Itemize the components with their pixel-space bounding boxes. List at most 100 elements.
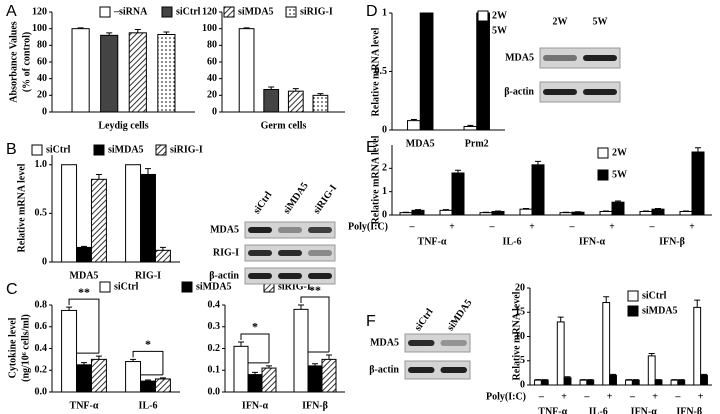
- y-tick-label: 0.4: [35, 343, 48, 354]
- blot-strip: [404, 333, 471, 353]
- blot-band: [440, 367, 467, 373]
- error-bar: [410, 118, 417, 121]
- legend-label: siMDA5: [196, 281, 232, 292]
- legend-label: 5W: [492, 25, 507, 36]
- significance-bracket: [300, 296, 330, 353]
- error-bar: [326, 354, 332, 360]
- blot-column-label: siMDA5: [445, 298, 474, 333]
- y-tick-label: 0.5: [35, 208, 48, 219]
- legend-swatch: [93, 144, 105, 156]
- y-tick-label: 80: [37, 40, 47, 51]
- x-tick-label: IL-6: [589, 406, 608, 414]
- x-subcategory-label: +: [561, 391, 567, 402]
- bar: [534, 379, 542, 386]
- blot-band: [308, 227, 332, 233]
- blot-band: [248, 273, 272, 279]
- legend-swatch: [477, 25, 489, 37]
- bar: [579, 379, 588, 386]
- error-bar: [130, 358, 137, 362]
- x-tick-label: IL-6: [503, 236, 522, 247]
- bar: [700, 374, 708, 386]
- y-tick-label: 0.3: [208, 321, 221, 332]
- bar: [647, 355, 656, 386]
- bar: [625, 379, 633, 386]
- error-bar: [523, 207, 529, 210]
- y-tick-label: 0.2: [35, 365, 48, 376]
- blot-band: [440, 340, 467, 346]
- blot-band: [248, 250, 272, 256]
- significance-bracket: [132, 350, 164, 376]
- legend-label: siCtrl: [114, 281, 139, 292]
- x-subcategory-label: +: [652, 391, 658, 402]
- y-tick-label: 0: [212, 106, 217, 117]
- error-bar: [77, 27, 84, 29]
- x-subcategory-label: –: [409, 221, 416, 232]
- bar: [693, 306, 702, 386]
- blot-column-label: siRIG-I: [311, 183, 339, 216]
- bar: [61, 164, 78, 263]
- error-bar: [145, 379, 151, 382]
- error-bar: [648, 352, 655, 356]
- x-subcategory-label: –: [489, 221, 496, 232]
- bar: [479, 212, 493, 216]
- bar: [691, 151, 705, 216]
- blot-row-label: β-actin: [369, 364, 399, 375]
- bar: [654, 379, 663, 386]
- x-subcategory-label: +: [607, 391, 613, 402]
- x-tick-label: TNF-α: [538, 406, 567, 414]
- y-tick-label: 20: [207, 90, 217, 101]
- error-bar: [243, 27, 250, 29]
- bar: [238, 28, 255, 113]
- y-axis-label: Cytokine level: [7, 317, 18, 378]
- error-bar: [268, 86, 275, 90]
- error-bar: [603, 296, 610, 303]
- x-subcategory-label: –: [649, 221, 656, 232]
- y-tick-label: 0.0: [208, 386, 221, 397]
- y-axis-label: Relative mRNA level: [370, 27, 381, 116]
- error-bar: [615, 200, 621, 203]
- y-tick-label: 0.1: [208, 365, 221, 376]
- x-tick-label: MDA5: [406, 138, 435, 149]
- x-tick-label: Prm2: [465, 138, 489, 149]
- legend-label: siRIG-I: [278, 281, 311, 292]
- bar: [71, 28, 90, 113]
- y-tick-label: 0.6: [35, 321, 48, 332]
- legend-swatch: [161, 6, 173, 18]
- error-bar: [535, 160, 541, 165]
- x-subcategory-label: +: [609, 221, 615, 232]
- bar: [157, 34, 176, 113]
- legend-label: 5W: [612, 169, 627, 180]
- y-axis-label: Relative mRNA level: [511, 291, 522, 380]
- y-axis-label: (% of control): [21, 32, 32, 92]
- blot-band: [543, 55, 577, 61]
- bar: [263, 89, 280, 113]
- panel-label: A: [6, 3, 17, 20]
- error-bar: [95, 173, 102, 180]
- blot-band: [278, 273, 302, 279]
- error-bar: [266, 365, 272, 369]
- x-subcategory-label: –: [569, 221, 576, 232]
- y-tick-label: 40: [37, 73, 47, 84]
- y-tick-label: 60: [207, 56, 217, 67]
- blot-band: [408, 340, 435, 346]
- bar: [100, 34, 119, 113]
- y-tick-label: 100: [32, 23, 47, 34]
- y-tick-label: 120: [202, 6, 217, 17]
- error-bar: [81, 362, 87, 365]
- panel-label: F: [366, 313, 376, 330]
- y-axis-label: Relative mRNA level: [370, 135, 381, 224]
- bar: [76, 364, 92, 393]
- bar: [670, 379, 679, 386]
- x-tick-label: IFN-β: [659, 236, 685, 247]
- legend-swatch: [155, 144, 167, 156]
- bar: [609, 374, 617, 386]
- bar: [419, 12, 434, 131]
- x-tick-label: IFN-α: [631, 406, 658, 414]
- blot-band: [248, 227, 272, 233]
- error-bar: [455, 169, 461, 173]
- blot-strip: [244, 221, 336, 239]
- bar: [76, 246, 92, 263]
- error-bar: [415, 209, 421, 211]
- legend-label: siMDA5: [642, 305, 678, 316]
- blot-band: [583, 89, 617, 95]
